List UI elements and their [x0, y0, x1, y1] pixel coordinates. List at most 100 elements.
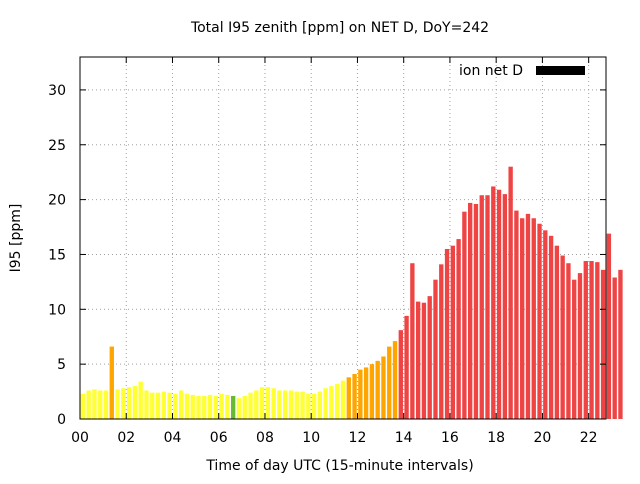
x-tick-label: 18 [487, 430, 505, 446]
bar [479, 195, 484, 419]
grid [80, 57, 606, 419]
bar [514, 210, 519, 419]
bar [410, 263, 415, 419]
bar [387, 346, 392, 419]
legend-label: ion net D [459, 63, 523, 79]
bar [363, 367, 369, 419]
bar [294, 391, 299, 419]
bar [271, 388, 276, 419]
bar [543, 230, 548, 419]
bar [415, 301, 421, 419]
chart-title: Total I95 zenith [ppm] on NET D, DoY=242 [190, 20, 489, 36]
bar [259, 387, 265, 419]
bar [340, 380, 346, 419]
y-tick-label: 5 [57, 357, 66, 373]
bar [462, 211, 467, 419]
legend: ion net D [459, 63, 585, 79]
bar [329, 386, 334, 419]
bar [242, 395, 247, 419]
bar [468, 202, 473, 419]
bar [485, 195, 490, 419]
bar [317, 391, 323, 419]
bar [173, 393, 178, 419]
bar [207, 394, 213, 419]
bar [80, 393, 86, 419]
bar [92, 389, 97, 419]
x-axis-label: Time of day UTC (15-minute intervals) [205, 458, 473, 474]
x-tick-label: 10 [302, 430, 320, 446]
bar [161, 391, 166, 419]
bar [236, 398, 242, 419]
bar [456, 239, 461, 419]
bar [525, 213, 531, 419]
bar [323, 388, 328, 419]
bar [277, 390, 282, 419]
bar [583, 261, 588, 419]
bar [473, 203, 479, 419]
bar [537, 223, 542, 419]
bar [496, 189, 502, 419]
bar [531, 218, 536, 419]
y-tick-label: 25 [48, 138, 66, 154]
bar [433, 279, 438, 419]
bar [150, 392, 155, 419]
bar [358, 369, 363, 419]
bar [612, 277, 617, 419]
bar [589, 261, 594, 419]
bar [369, 364, 375, 419]
bar [231, 395, 236, 419]
x-tick-label: 20 [534, 430, 552, 446]
bar [502, 194, 508, 419]
bar [126, 387, 132, 419]
x-tick-label: 02 [117, 430, 135, 446]
bar [606, 233, 612, 419]
bar [381, 356, 386, 419]
bar [392, 341, 398, 419]
bar [144, 390, 149, 419]
bar [577, 273, 583, 419]
x-tick-label: 14 [395, 430, 413, 446]
y-tick-label: 30 [48, 83, 66, 99]
bar [595, 262, 600, 419]
bar [375, 360, 380, 419]
bar [115, 389, 120, 419]
y-tick-label: 15 [48, 247, 66, 263]
bar [306, 393, 311, 419]
y-axis-label: I95 [ppm] [8, 204, 24, 273]
bar [196, 395, 201, 419]
bar [86, 390, 91, 419]
bar [491, 186, 496, 419]
bar [346, 377, 351, 419]
bar [138, 381, 143, 419]
x-tick-label: 12 [349, 430, 367, 446]
bar [167, 392, 172, 419]
ticks: 0 5 10 15 20 25 30 00 02 04 06 08 10 12 14 16 18 20 22 [48, 57, 606, 446]
bar [132, 386, 138, 419]
bar [178, 390, 184, 419]
bar [213, 395, 219, 419]
bar [254, 390, 259, 419]
bar [560, 255, 565, 419]
bar [554, 245, 560, 419]
bar [404, 315, 409, 419]
bar [184, 393, 190, 419]
x-tick-label: 22 [580, 430, 598, 446]
plot-frame [79, 56, 607, 420]
bars [80, 166, 623, 419]
bar [600, 269, 606, 419]
x-tick-label: 04 [164, 430, 182, 446]
bar [335, 383, 340, 419]
bar [421, 302, 427, 419]
x-tick-label: 00 [71, 430, 89, 446]
bar [98, 390, 103, 419]
bar [427, 296, 432, 419]
bar [103, 390, 109, 419]
bar [548, 235, 554, 419]
y-tick-label: 20 [48, 193, 66, 209]
bar [566, 263, 571, 419]
bar [121, 388, 126, 419]
bar [219, 393, 224, 419]
bar [283, 390, 288, 419]
